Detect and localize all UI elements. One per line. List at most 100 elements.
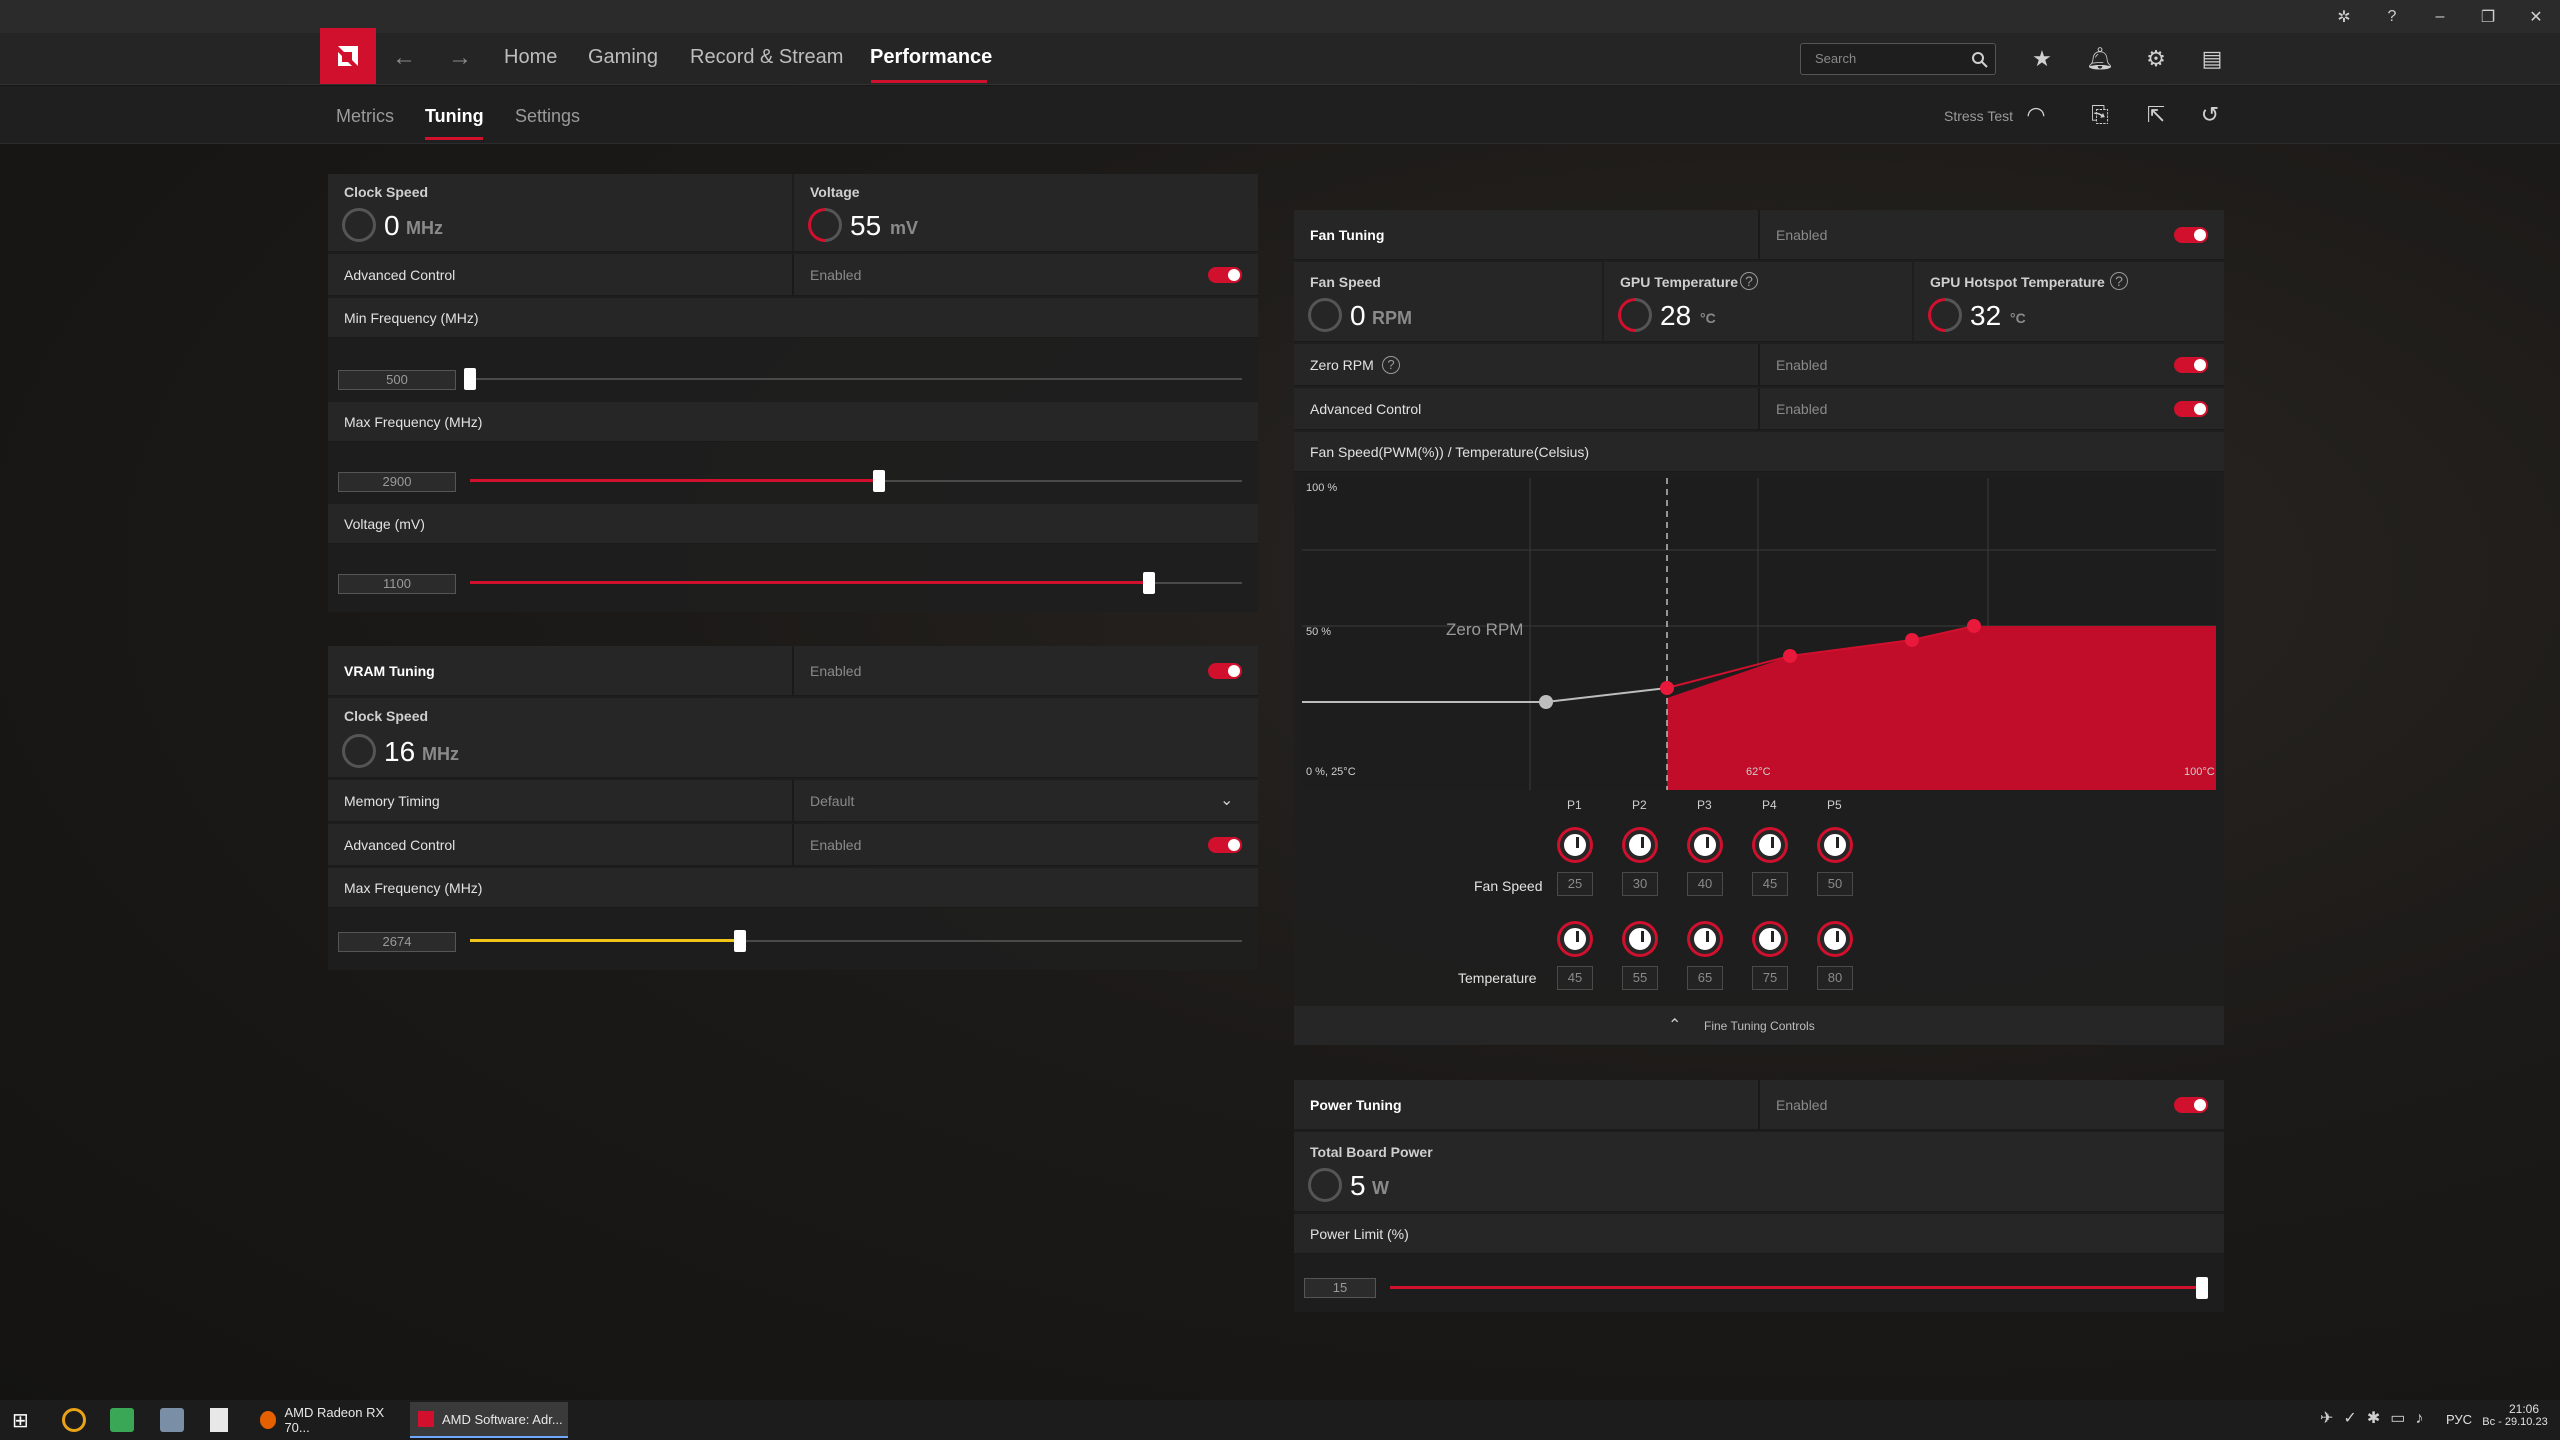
fan-tuning-toggle[interactable]: [2174, 227, 2208, 243]
total-board-power-card: Total Board Power 5 W: [1294, 1132, 2224, 1212]
vram-clock-label: Clock Speed: [344, 708, 429, 724]
layout-panel-icon[interactable]: ▤: [2201, 46, 2223, 71]
zero-rpm-point[interactable]: [1539, 695, 1553, 709]
keyboard-language[interactable]: РУС: [2446, 1412, 2473, 1427]
gpu-temperature-unit: °C: [1700, 310, 1716, 326]
power-limit-slider-thumb[interactable]: [2196, 1277, 2208, 1299]
help-icon[interactable]: ?: [1740, 272, 1758, 290]
fan-speed-knob-p5[interactable]: [1820, 830, 1850, 860]
zero-rpm-toggle[interactable]: [2174, 357, 2208, 373]
nav-performance[interactable]: Performance: [870, 46, 993, 68]
vram-max-frequency-track: [470, 940, 1242, 942]
bug-report-icon[interactable]: ✲: [2337, 8, 2351, 26]
gpu-temperature-label: GPU Temperature: [1620, 274, 1738, 290]
taskbar-app-browser[interactable]: AMD Radeon RX 70...: [252, 1402, 402, 1438]
search-input[interactable]: Search: [1800, 43, 1996, 75]
temperature-knob-p4[interactable]: [1755, 924, 1785, 954]
notifications-bell-icon[interactable]: 🔔︎: [2086, 46, 2114, 71]
vram-tuning-toggle[interactable]: [1208, 663, 1242, 679]
tab-tuning[interactable]: Tuning: [425, 106, 484, 126]
advanced-control-row: Advanced Control Enabled: [328, 254, 1258, 296]
export-profile-icon[interactable]: ⇱: [2146, 102, 2166, 127]
temperature-knob-p1[interactable]: [1560, 924, 1590, 954]
fan-speed-input-p4[interactable]: 45: [1752, 872, 1788, 896]
restore-button[interactable]: ❐: [2480, 8, 2496, 26]
memory-timing-select[interactable]: Default: [810, 793, 855, 809]
fan-speed-input-p2[interactable]: 30: [1622, 872, 1658, 896]
file-manager-icon[interactable]: [160, 1408, 184, 1432]
app-icon[interactable]: [62, 1408, 86, 1432]
nav-gaming[interactable]: Gaming: [588, 46, 659, 68]
spreadsheet-app-icon[interactable]: [110, 1408, 134, 1432]
memory-timing-row: Memory Timing Default ⌄: [328, 780, 1258, 822]
chevron-down-icon[interactable]: ⌄: [1220, 792, 1234, 809]
row-divider: [792, 824, 794, 866]
reset-icon[interactable]: ↺: [2200, 102, 2220, 127]
back-arrow-icon[interactable]: ←: [392, 44, 416, 71]
curve-point-p2[interactable]: [1783, 649, 1797, 663]
max-frequency-input[interactable]: 2900: [338, 472, 456, 492]
tab-metrics[interactable]: Metrics: [336, 106, 394, 126]
temperature-knob-p5[interactable]: [1820, 924, 1850, 954]
advanced-control-toggle[interactable]: [1208, 267, 1242, 283]
total-board-power-gauge-icon: [1308, 1168, 1342, 1202]
tab-settings[interactable]: Settings: [515, 106, 581, 126]
nav-home[interactable]: Home: [504, 46, 558, 68]
stress-test-label[interactable]: Stress Test: [1944, 108, 2013, 124]
stress-test-gauge-icon[interactable]: ◠: [2026, 102, 2046, 127]
curve-point-p3[interactable]: [1905, 633, 1919, 647]
voltage-input[interactable]: 1100: [338, 574, 456, 594]
temperature-input-p5[interactable]: 80: [1817, 966, 1853, 990]
curve-point-p1[interactable]: [1660, 681, 1674, 695]
help-icon[interactable]: ?: [1382, 356, 1400, 374]
minimize-button[interactable]: –: [2435, 7, 2445, 25]
fan-advanced-control-toggle[interactable]: [2174, 401, 2208, 417]
save-profile-icon[interactable]: ⎘: [2091, 102, 2109, 127]
amd-logo[interactable]: [320, 28, 376, 84]
settings-gear-icon[interactable]: ⚙: [2146, 46, 2166, 71]
max-frequency-slider-thumb[interactable]: [873, 470, 886, 492]
fan-speed-input-p5[interactable]: 50: [1817, 872, 1853, 896]
min-frequency-slider-thumb[interactable]: [464, 368, 476, 390]
temperature-input-p3[interactable]: 65: [1687, 966, 1723, 990]
temperature-knob-p3[interactable]: [1690, 924, 1720, 954]
voltage-value: 55: [850, 210, 882, 241]
fan-speed-knob-p4[interactable]: [1755, 830, 1785, 860]
clock[interactable]: 21:06 Вс - 29.10.23: [2482, 1402, 2552, 1428]
power-tuning-toggle[interactable]: [2174, 1097, 2208, 1113]
temperature-input-p4[interactable]: 75: [1752, 966, 1788, 990]
notepad-icon[interactable]: [210, 1408, 228, 1432]
temperature-knob-p2[interactable]: [1625, 924, 1655, 954]
fan-curve-chart[interactable]: [1302, 478, 2216, 790]
fan-speed-knob-p3[interactable]: [1690, 830, 1720, 860]
fan-speed-input-p3[interactable]: 40: [1687, 872, 1723, 896]
forward-arrow-icon[interactable]: →: [448, 44, 472, 71]
system-tray-icons[interactable]: ✈✓✱▭♪: [2320, 1410, 2434, 1427]
vram-advanced-control-toggle[interactable]: [1208, 837, 1242, 853]
nav-record-stream[interactable]: Record & Stream: [690, 46, 844, 68]
sub-tab-bar: [0, 86, 2560, 144]
voltage-fill: [470, 581, 1150, 584]
fan-speed-knob-p1[interactable]: [1560, 830, 1590, 860]
vram-max-frequency-input[interactable]: 2674: [338, 932, 456, 952]
chevron-up-icon[interactable]: ⌃: [1668, 1017, 1682, 1034]
close-button[interactable]: ✕: [2529, 8, 2543, 26]
temperature-input-p1[interactable]: 45: [1557, 966, 1593, 990]
voltage-slider-thumb[interactable]: [1143, 572, 1156, 594]
min-frequency-input[interactable]: 500: [338, 370, 456, 390]
fan-speed-label: Fan Speed: [1310, 274, 1381, 290]
power-limit-input[interactable]: 15: [1304, 1278, 1376, 1298]
vram-max-frequency-slider-thumb[interactable]: [734, 930, 747, 952]
fine-tuning-controls-label[interactable]: Fine Tuning Controls: [1704, 1019, 1815, 1033]
temperature-input-p2[interactable]: 55: [1622, 966, 1658, 990]
windows-start-icon[interactable]: ⊞: [12, 1410, 29, 1432]
fan-speed-knob-p2[interactable]: [1625, 830, 1655, 860]
fine-tuning-controls-row[interactable]: ⌃ Fine Tuning Controls: [1294, 1006, 2224, 1046]
fan-tuning-title: Fan Tuning: [1310, 227, 1385, 243]
taskbar-app-amd[interactable]: AMD Software: Adr...: [410, 1402, 568, 1438]
curve-point-p4[interactable]: [1967, 619, 1981, 633]
fan-speed-input-p1[interactable]: 25: [1557, 872, 1593, 896]
help-icon[interactable]: ?: [2110, 272, 2128, 290]
help-icon[interactable]: ?: [2387, 7, 2397, 25]
favorites-star-icon[interactable]: ★: [2032, 46, 2052, 71]
